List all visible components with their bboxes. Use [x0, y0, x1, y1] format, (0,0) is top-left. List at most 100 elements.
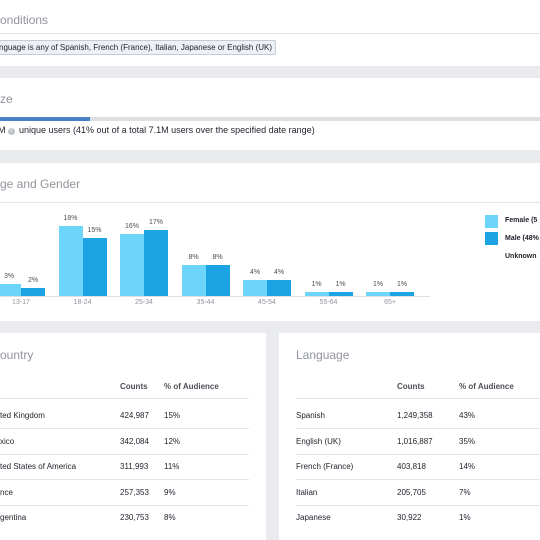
country-row-name: ted States of America — [0, 462, 77, 471]
country-title: ountry — [0, 348, 34, 362]
conditions-title: onditions — [0, 13, 49, 27]
language-row-name: French (France) — [296, 462, 354, 471]
bar-label-male-25-34: 17% — [148, 218, 163, 226]
bar-female-45-54[interactable] — [243, 280, 267, 296]
language-row-pct: 35% — [459, 436, 476, 446]
country-row-pct: 8% — [164, 513, 176, 522]
unknown-legend-label: Unknown — [505, 253, 537, 260]
bar-label-female-65+: 1% — [372, 281, 384, 289]
bar-male-55-64[interactable] — [328, 292, 353, 296]
language-row-name: Italian — [296, 487, 318, 497]
condition-pill[interactable]: nguage is any of Spanish, French (France… — [0, 40, 277, 55]
bar-male-35-44[interactable] — [205, 264, 230, 296]
country-row-pct: 12% — [164, 436, 181, 446]
age-gender-title: ge and Gender — [0, 177, 81, 191]
country-pct-header: % of Audience — [164, 382, 219, 391]
country-row-name: nce — [0, 487, 13, 497]
country-row-name: xico — [0, 436, 15, 446]
language-row-pct: 7% — [459, 487, 471, 497]
audience-count: M — [0, 125, 6, 135]
male-legend-swatch — [485, 232, 498, 245]
bar-female-18-24[interactable] — [58, 226, 83, 296]
female-legend-swatch — [485, 215, 498, 228]
size-card: ze — [0, 78, 540, 150]
country-row-name: ted Kingdom — [0, 411, 45, 420]
language-header-line — [296, 398, 540, 399]
audience-description: unique users (41% out of a total 7.1M us… — [19, 125, 315, 135]
country-row-pct: 15% — [164, 411, 181, 420]
language-row-pct: 14% — [459, 462, 476, 471]
language-row-divider — [296, 428, 540, 429]
conditions-divider — [0, 33, 540, 34]
language-row-pct: 43% — [459, 411, 476, 420]
info-icon[interactable]: i — [7, 128, 15, 135]
bar-male-25-34[interactable] — [144, 229, 168, 296]
country-header-line — [0, 398, 249, 399]
language-row-count: 205,705 — [397, 487, 426, 497]
bar-female-25-34[interactable] — [120, 233, 144, 296]
country-row-count: 230,753 — [120, 513, 149, 522]
country-row-count: 342,084 — [120, 436, 149, 446]
category-label-65+: 65+ — [384, 299, 396, 306]
chart-x-axis — [0, 296, 430, 297]
conditions-card: onditions nguage is any of Spanish, Fren… — [0, 0, 540, 66]
bar-label-male-65+: 1% — [396, 281, 408, 289]
bar-label-female-45-54: 4% — [249, 269, 261, 277]
country-row-pct: 9% — [164, 487, 176, 497]
language-row-count: 1,249,358 — [397, 411, 433, 420]
audience-size-fill — [0, 117, 90, 121]
country-row-name: gentina — [0, 513, 27, 522]
country-row-count: 257,353 — [120, 487, 149, 497]
bar-male-13-17[interactable] — [21, 288, 45, 296]
country-row-divider — [0, 479, 249, 480]
language-row-name: Spanish — [296, 411, 325, 420]
country-row-count: 311,993 — [120, 462, 149, 471]
size-title: ze — [0, 92, 13, 106]
country-counts-header: Counts — [120, 382, 148, 391]
language-pct-header: % of Audience — [459, 382, 514, 391]
bar-male-18-24[interactable] — [82, 237, 107, 296]
bar-label-male-55-64: 1% — [335, 281, 346, 289]
bar-male-45-54[interactable] — [267, 280, 291, 296]
male-legend-label: Male (48% — [505, 235, 539, 242]
bar-male-65+[interactable] — [390, 292, 414, 296]
bar-label-female-55-64: 1% — [311, 281, 322, 289]
category-label-18-24: 18-24 — [73, 299, 92, 306]
bar-label-female-35-44: 8% — [188, 253, 199, 261]
language-row-name: English (UK) — [296, 436, 341, 446]
bar-label-male-18-24: 15% — [87, 226, 102, 234]
language-row-divider — [296, 453, 540, 455]
bar-female-35-44[interactable] — [181, 264, 206, 296]
country-row-divider — [0, 428, 249, 429]
audience-size-bar — [0, 117, 540, 121]
bar-label-female-13-17: 3% — [3, 273, 15, 281]
category-label-45-54: 45-54 — [258, 299, 276, 306]
bar-female-65+[interactable] — [366, 292, 390, 296]
country-row-divider — [0, 453, 249, 455]
category-label-13-17: 13-17 — [12, 299, 30, 306]
bar-label-female-18-24: 18% — [63, 215, 78, 222]
language-row-count: 403,818 — [397, 462, 426, 471]
age-gender-divider — [0, 202, 540, 203]
language-row-name: Japanese — [296, 513, 331, 522]
bar-label-male-45-54: 4% — [273, 269, 285, 277]
bar-label-female-25-34: 16% — [124, 222, 139, 230]
country-row-pct: 11% — [164, 462, 180, 471]
bar-female-13-17[interactable] — [0, 284, 21, 296]
language-counts-header: Counts — [397, 382, 425, 391]
language-card: Language Counts % of Audience Spanish 1,2… — [279, 333, 540, 540]
country-row-divider — [0, 504, 249, 506]
female-legend-label: Female (5 — [505, 217, 538, 224]
language-row-pct: 1% — [459, 513, 471, 522]
country-row-count: 424,987 — [120, 411, 149, 420]
category-label-35-44: 35-44 — [196, 299, 215, 306]
country-card: ountry Counts % of Audience ted Kingdom 4… — [0, 333, 266, 540]
language-row-divider — [296, 504, 540, 506]
bar-female-55-64[interactable] — [304, 292, 329, 296]
language-row-count: 1,016,887 — [397, 436, 433, 446]
bar-label-male-13-17: 2% — [27, 277, 39, 285]
language-row-divider — [296, 479, 540, 480]
category-label-25-34: 25-34 — [135, 299, 153, 306]
bar-label-male-35-44: 8% — [212, 253, 223, 261]
